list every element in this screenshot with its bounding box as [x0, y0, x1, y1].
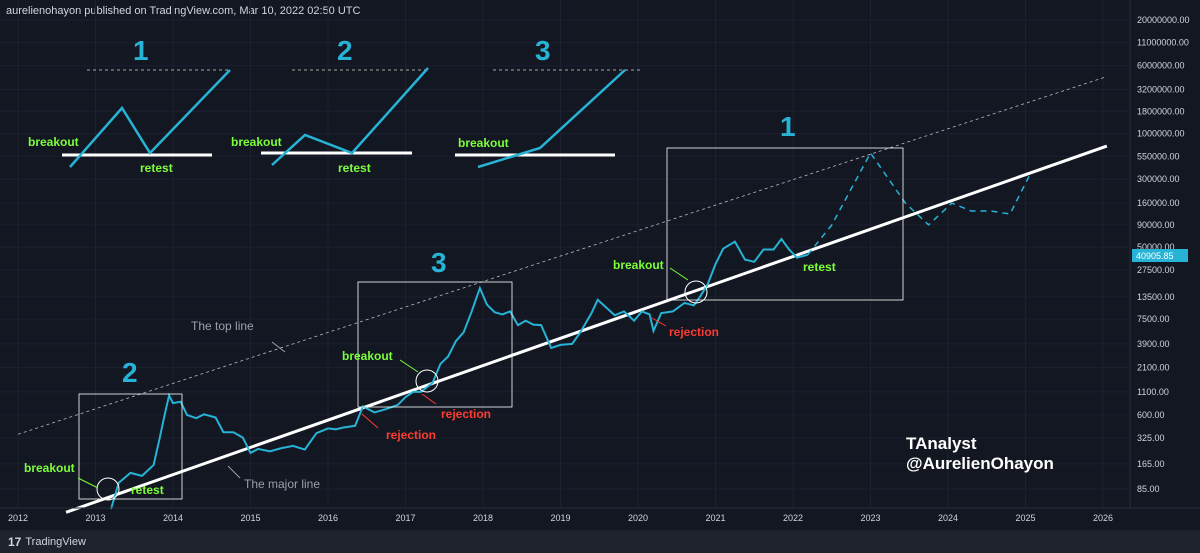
- price-label-bg: [1132, 249, 1188, 262]
- x-tick-label: 2020: [628, 513, 648, 523]
- box1-retest: retest: [803, 260, 836, 274]
- x-tick-label: 2016: [318, 513, 338, 523]
- schematic-2-retest: retest: [338, 161, 371, 175]
- y-tick-label: 165.00: [1137, 459, 1165, 469]
- y-tick-label: 300000.00: [1137, 174, 1180, 184]
- schematic-1-breakout: breakout: [28, 135, 79, 149]
- box1-breakout: breakout: [613, 258, 664, 272]
- y-tick-label: 1000000.00: [1137, 129, 1185, 139]
- breakout-circle-3: [415, 369, 439, 393]
- box-1: [666, 147, 904, 301]
- y-tick-label: 325.00: [1137, 433, 1165, 443]
- x-tick-label: 2024: [938, 513, 958, 523]
- y-tick-label: 50000.00: [1137, 242, 1175, 252]
- schematic-number-1: 1: [133, 35, 149, 66]
- footer-bar: 17 TradingView: [0, 530, 1200, 553]
- x-tick-label: 2026: [1093, 513, 1113, 523]
- box-3: [357, 281, 513, 408]
- price-label: 40905.85: [1136, 251, 1174, 261]
- x-tick-label: 2015: [240, 513, 260, 523]
- schematic-3: [455, 69, 640, 169]
- schematic-2: [261, 67, 430, 166]
- schematic-number-3: 3: [535, 35, 551, 66]
- publish-header: aurelienohayon published on TradingView.…: [0, 0, 1200, 22]
- y-tick-label: 27500.00: [1137, 265, 1175, 275]
- y-tick-label: 160000.00: [1137, 198, 1180, 208]
- x-tick-label: 2023: [860, 513, 880, 523]
- top-line-label: The top line: [191, 319, 254, 333]
- box3-rejection-2: rejection: [386, 428, 436, 442]
- y-tick-label: 550000.00: [1137, 151, 1180, 161]
- tradingview-label: TradingView: [25, 535, 86, 548]
- x-tick-label: 2013: [85, 513, 105, 523]
- y-tick-label: 13500.00: [1137, 292, 1175, 302]
- breakout-circle-1: [684, 280, 708, 304]
- box-number-3: 3: [431, 247, 447, 278]
- box2-breakout: breakout: [24, 461, 75, 475]
- schematic-number-2: 2: [337, 35, 353, 66]
- y-tick-label: 90000.00: [1137, 220, 1175, 230]
- y-tick-label: 20000000.00: [1137, 15, 1190, 25]
- x-tick-label: 2019: [550, 513, 570, 523]
- x-gridlines: [17, 0, 1104, 508]
- y-tick-label: 2100.00: [1137, 362, 1170, 372]
- schematic-2-breakout: breakout: [231, 135, 282, 149]
- x-tick-label: 2022: [783, 513, 803, 523]
- x-axis-ticks: 2012 2013 2014 2015 2016 2017 2018 2019 2020 2021…: [8, 513, 1113, 523]
- y-tick-label: 11000000.00: [1137, 38, 1189, 48]
- major-line-label: The major line: [244, 477, 320, 491]
- y-tick-label: 600.00: [1137, 410, 1165, 420]
- y-tick-label: 3900.00: [1137, 339, 1170, 349]
- box3-rejection-1: rejection: [441, 407, 491, 421]
- breakout-circle-2: [96, 477, 120, 501]
- x-tick-label: 2018: [473, 513, 493, 523]
- y-gridlines: [0, 19, 1130, 490]
- y-axis-ticks: 20000000.00 11000000.00 6000000.00 3200000.…: [1137, 15, 1190, 494]
- schematic-1-retest: retest: [140, 161, 173, 175]
- y-tick-label: 7500.00: [1137, 314, 1170, 324]
- y-tick-label: 1100.00: [1137, 387, 1169, 397]
- brand-line-2: @AurelienOhayon: [906, 454, 1054, 473]
- x-tick-label: 2014: [163, 513, 183, 523]
- tradingview-logo-icon: 17: [8, 534, 22, 549]
- y-tick-label: 1800000.00: [1137, 106, 1185, 116]
- box-number-1: 1: [780, 111, 796, 142]
- top-line: [17, 76, 1107, 435]
- box3-breakout: breakout: [342, 349, 393, 363]
- box-number-2: 2: [122, 357, 138, 388]
- major-line: [65, 144, 1108, 514]
- box2-retest: retest: [131, 483, 164, 497]
- y-tick-label: 85.00: [1137, 484, 1160, 494]
- projection-line: [807, 151, 1031, 256]
- arrows: [77, 267, 689, 489]
- x-tick-label: 2021: [705, 513, 725, 523]
- schematic-1: [62, 69, 231, 168]
- schematic-3-breakout: breakout: [458, 136, 509, 150]
- x-tick-label: 2025: [1015, 513, 1035, 523]
- x-tick-label: 2012: [8, 513, 28, 523]
- box1-rejection: rejection: [669, 325, 719, 339]
- price-series-line: [110, 237, 808, 510]
- x-tick-label: 2017: [395, 513, 415, 523]
- brand-line-1: TAnalyst: [906, 434, 977, 453]
- box-2: [78, 393, 183, 500]
- y-tick-label: 6000000.00: [1137, 61, 1185, 71]
- y-tick-label: 3200000.00: [1137, 84, 1185, 94]
